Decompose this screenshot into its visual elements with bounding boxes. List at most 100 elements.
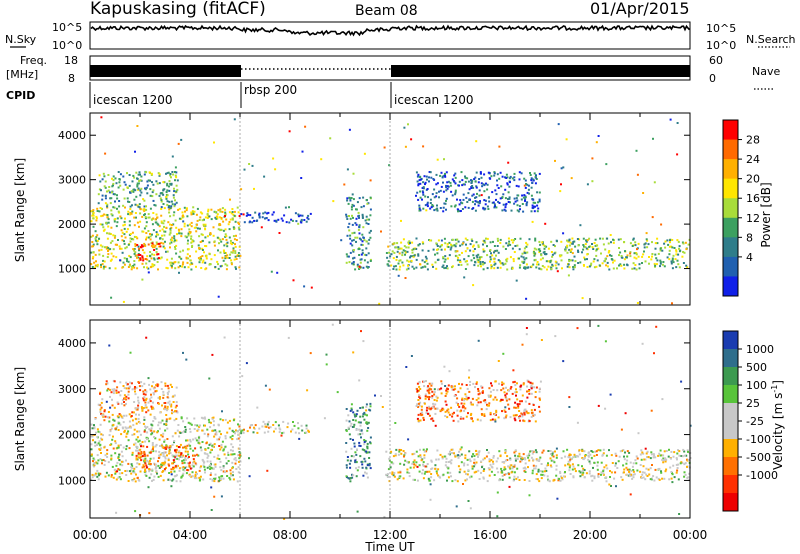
echo-cell	[570, 177, 573, 180]
echo-cell	[270, 270, 273, 273]
echo-cell	[352, 198, 355, 201]
echo-cell	[229, 198, 231, 201]
echo-cell	[409, 255, 412, 258]
echo-cell	[149, 194, 152, 197]
echo-cell	[144, 404, 147, 407]
echo-cell	[172, 401, 175, 403]
echo-cell	[101, 223, 104, 226]
echo-cell	[463, 462, 466, 465]
echo-cell	[126, 197, 129, 200]
echo-cell	[135, 473, 137, 476]
echo-cell	[145, 336, 148, 339]
echo-cell	[411, 249, 414, 251]
echo-cell	[478, 178, 481, 180]
echo-cell	[453, 180, 456, 183]
echo-cell	[361, 249, 364, 252]
echo-cell	[171, 462, 174, 465]
echo-cell	[169, 231, 172, 234]
echo-cell	[618, 254, 620, 257]
echo-cell	[475, 450, 478, 452]
echo-cell	[177, 424, 180, 426]
freq-block-left	[90, 65, 241, 77]
echo-cell	[453, 244, 456, 247]
echo-cell	[146, 445, 149, 448]
echo-cell	[584, 258, 586, 261]
echo-cell	[560, 259, 563, 262]
echo-cell	[126, 260, 128, 263]
echo-cell	[182, 351, 184, 354]
echo-cell	[174, 239, 176, 242]
echo-cell	[366, 442, 369, 445]
echo-cell	[182, 454, 185, 457]
echo-cell	[134, 390, 136, 393]
echo-cell	[504, 468, 507, 471]
echo-cell	[279, 428, 282, 431]
echo-cell	[349, 466, 352, 469]
echo-cell	[184, 457, 187, 460]
echo-cell	[150, 429, 153, 432]
echo-cell	[408, 472, 411, 474]
echo-cell	[198, 235, 201, 238]
echo-cell	[199, 466, 202, 469]
echo-cell	[169, 261, 172, 264]
echo-cell	[168, 200, 171, 203]
echo-cell	[130, 472, 133, 475]
echo-cell	[138, 421, 141, 424]
echo-cell	[132, 265, 134, 267]
velocity-colorbar-label-text: Velocity [m s	[771, 393, 785, 470]
echo-cell	[486, 237, 489, 240]
echo-cell	[527, 456, 530, 459]
echo-cell	[99, 391, 102, 394]
echo-cell	[604, 476, 607, 479]
echo-cell	[358, 444, 361, 447]
echo-cell	[608, 268, 611, 271]
echo-cell	[196, 472, 198, 475]
echo-cell	[175, 201, 178, 204]
echo-cell	[174, 267, 177, 270]
echo-cell	[358, 214, 360, 217]
echo-cell	[450, 406, 453, 409]
echo-cell	[675, 249, 678, 252]
echo-cell	[178, 229, 181, 232]
echo-cell	[125, 257, 128, 260]
echo-cell	[298, 432, 301, 435]
echo-cell	[493, 245, 496, 247]
echo-cell	[175, 239, 178, 242]
echo-cell	[482, 477, 485, 480]
echo-cell	[143, 450, 146, 453]
echo-cell	[458, 254, 461, 256]
echo-cell	[114, 427, 117, 430]
echo-cell	[419, 176, 422, 179]
echo-cell	[538, 267, 541, 270]
echo-cell	[221, 264, 223, 267]
echo-cell	[453, 411, 455, 414]
echo-cell	[164, 402, 167, 404]
echo-cell	[304, 431, 307, 434]
echo-cell	[466, 247, 469, 250]
echo-cell	[568, 456, 571, 459]
echo-cell	[454, 204, 457, 207]
echo-cell	[209, 460, 212, 463]
echo-cell	[145, 232, 148, 234]
echo-cell	[474, 203, 476, 206]
echo-cell	[547, 479, 550, 482]
echo-cell	[416, 382, 419, 385]
echo-cell	[454, 191, 457, 194]
echo-cell	[423, 450, 426, 453]
echo-cell	[196, 219, 199, 222]
echo-cell	[162, 455, 165, 458]
echo-cell	[179, 455, 182, 458]
echo-cell	[664, 470, 667, 473]
echo-cell	[628, 472, 631, 475]
echo-cell	[213, 240, 216, 243]
echo-cell	[194, 462, 197, 465]
echo-cell	[517, 210, 520, 213]
echo-cell	[120, 415, 123, 418]
echo-cell	[144, 216, 147, 218]
time-axis-ticks: 00:00 04:00 08:00 12:00 16:00 20:00 00:00	[73, 528, 708, 542]
echo-cell	[604, 407, 607, 410]
echo-cell	[477, 261, 480, 264]
echo-cell	[439, 245, 442, 248]
echo-cell	[97, 193, 100, 196]
echo-cell	[617, 460, 620, 463]
